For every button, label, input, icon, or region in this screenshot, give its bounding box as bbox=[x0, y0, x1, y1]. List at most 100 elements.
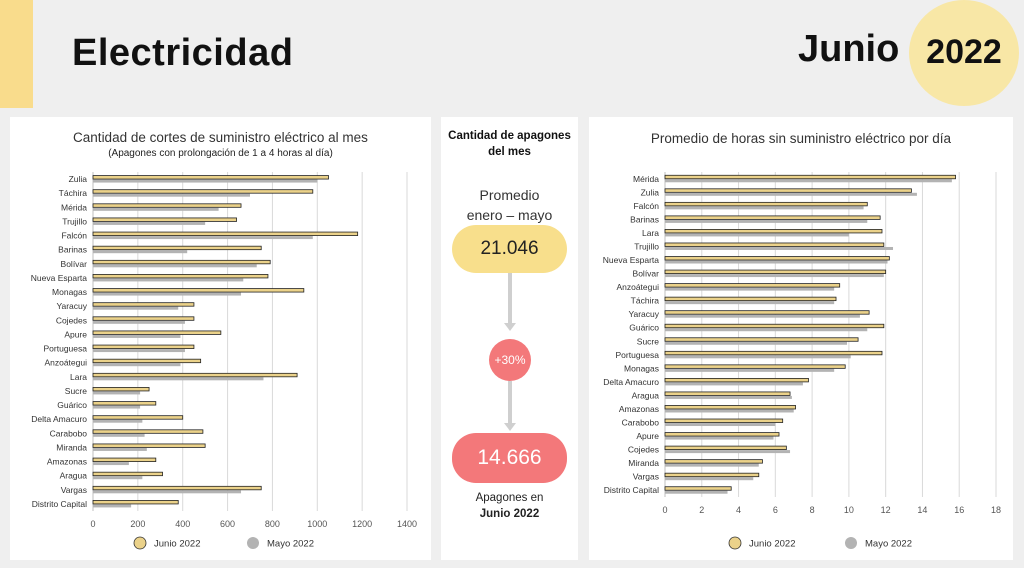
bar-mayo-2022 bbox=[665, 436, 774, 440]
category-label: Cojedes bbox=[628, 445, 659, 455]
category-label: Aragua bbox=[632, 390, 660, 400]
bar-mayo-2022 bbox=[93, 490, 242, 494]
category-label: Amazonas bbox=[47, 457, 87, 467]
header: Electricidad Junio 2022 bbox=[0, 0, 1024, 110]
bar-junio-2022 bbox=[92, 485, 262, 491]
outages-summary-panel: Cantidad de apagones del mes Promedio en… bbox=[441, 117, 578, 560]
bar-mayo-2022 bbox=[93, 221, 206, 225]
category-label: Carabobo bbox=[622, 418, 660, 428]
bar-junio-2022 bbox=[92, 415, 184, 420]
legend-marker-mayo bbox=[247, 537, 259, 549]
bar-mayo-2022 bbox=[93, 377, 264, 381]
bar-junio-2022 bbox=[664, 472, 760, 478]
category-label: Anzoátegui bbox=[616, 282, 659, 292]
bar-junio-2022 bbox=[664, 215, 881, 220]
summary-title-line2: del mes bbox=[488, 146, 531, 158]
bar-mayo-2022 bbox=[665, 409, 794, 413]
category-label: Aragua bbox=[60, 471, 88, 481]
x-tick-label: 600 bbox=[220, 519, 235, 529]
outages-count-chart: 0 200 400 600 800 1000 1200 1400 Zulia Táchira Mér… bbox=[31, 172, 417, 550]
bar-junio-2022 bbox=[664, 377, 809, 383]
june-label: Apagones en Junio 2022 bbox=[441, 490, 578, 522]
bar-mayo-2022 bbox=[665, 246, 894, 250]
bar-mayo-2022 bbox=[93, 447, 147, 451]
bar-mayo-2022 bbox=[665, 314, 860, 318]
category-label: Apure bbox=[636, 431, 659, 441]
arrow-line bbox=[508, 381, 512, 423]
legend-marker-junio bbox=[728, 536, 742, 550]
bar-mayo-2022 bbox=[93, 405, 141, 409]
x-tick-label: 0 bbox=[662, 505, 667, 515]
month-label: Junio bbox=[798, 28, 900, 70]
category-label: Miranda bbox=[56, 442, 87, 452]
bar-mayo-2022 bbox=[665, 395, 792, 399]
x-tick-label: 10 bbox=[844, 505, 854, 515]
x-tick-label: 12 bbox=[881, 505, 891, 515]
bar-junio-2022 bbox=[92, 330, 222, 335]
category-label: Bolívar bbox=[61, 259, 88, 269]
category-label: Mérida bbox=[633, 174, 659, 184]
category-label: Táchira bbox=[59, 188, 88, 198]
category-label: Miranda bbox=[628, 458, 659, 468]
bar-junio-2022 bbox=[664, 296, 837, 302]
bar-mayo-2022 bbox=[93, 476, 143, 480]
bar-mayo-2022 bbox=[665, 463, 759, 467]
category-label: Guárico bbox=[629, 323, 659, 333]
x-tick-label: 4 bbox=[736, 505, 741, 515]
average-value-pill: 21.046 bbox=[452, 225, 567, 273]
bar-mayo-2022 bbox=[93, 433, 145, 437]
category-label: Monagas bbox=[52, 287, 87, 297]
category-label: Yaracuy bbox=[628, 309, 659, 319]
category-label: Sucre bbox=[65, 386, 87, 396]
category-label: Distrito Capital bbox=[32, 499, 87, 509]
bar-junio-2022 bbox=[92, 344, 195, 349]
summary-title: Cantidad de apagones del mes bbox=[441, 128, 578, 160]
june-value-pill: 14.666 bbox=[452, 433, 567, 483]
arrow-line bbox=[508, 273, 512, 323]
category-label: Zulia bbox=[69, 174, 88, 184]
bar-junio-2022 bbox=[664, 229, 883, 234]
bar-mayo-2022 bbox=[93, 250, 188, 254]
bar-junio-2022 bbox=[664, 201, 868, 207]
bar-mayo-2022 bbox=[93, 264, 257, 268]
category-label: Delta Amacuro bbox=[31, 414, 87, 424]
chart-subtitle: (Apagones con prolongación de 1 a 4 hora… bbox=[108, 148, 333, 159]
legend-label-junio: Junio 2022 bbox=[749, 539, 795, 550]
bar-junio-2022 bbox=[664, 391, 791, 396]
x-tick-label: 18 bbox=[991, 505, 1001, 515]
bar-junio-2022 bbox=[92, 316, 195, 321]
bar-mayo-2022 bbox=[93, 207, 219, 211]
bar-junio-2022 bbox=[664, 242, 885, 247]
category-label: Portuguesa bbox=[44, 344, 88, 354]
bar-junio-2022 bbox=[92, 175, 329, 180]
bar-mayo-2022 bbox=[665, 355, 851, 359]
bar-junio-2022 bbox=[92, 302, 195, 307]
hours-without-power-panel: Promedio de horas sin suministro eléctri… bbox=[589, 117, 1013, 560]
bar-mayo-2022 bbox=[93, 363, 181, 367]
x-tick-label: 0 bbox=[90, 519, 95, 529]
x-tick-label: 14 bbox=[917, 505, 927, 515]
bar-junio-2022 bbox=[92, 358, 202, 364]
bar-mayo-2022 bbox=[93, 349, 185, 353]
category-label: Amazonas bbox=[619, 404, 659, 414]
bar-junio-2022 bbox=[664, 486, 732, 491]
bar-mayo-2022 bbox=[665, 477, 754, 481]
bar-junio-2022 bbox=[664, 432, 780, 437]
category-label: Monagas bbox=[624, 363, 659, 373]
bar-mayo-2022 bbox=[93, 179, 318, 183]
bar-junio-2022 bbox=[664, 323, 885, 329]
bar-mayo-2022 bbox=[93, 236, 313, 240]
bar-mayo-2022 bbox=[93, 419, 143, 423]
category-label: Lara bbox=[70, 372, 87, 382]
category-label: Trujillo bbox=[62, 216, 87, 226]
summary-title-line1: Cantidad de apagones bbox=[448, 130, 571, 142]
x-tick-label: 1400 bbox=[397, 519, 417, 529]
legend-marker-mayo bbox=[845, 537, 857, 549]
bar-mayo-2022 bbox=[93, 391, 141, 395]
bar-mayo-2022 bbox=[665, 368, 835, 372]
accent-bar bbox=[0, 0, 33, 108]
category-label: Carabobo bbox=[50, 428, 88, 438]
x-tick-label: 200 bbox=[130, 519, 145, 529]
category-label: Trujillo bbox=[634, 241, 659, 251]
bar-mayo-2022 bbox=[93, 292, 242, 296]
